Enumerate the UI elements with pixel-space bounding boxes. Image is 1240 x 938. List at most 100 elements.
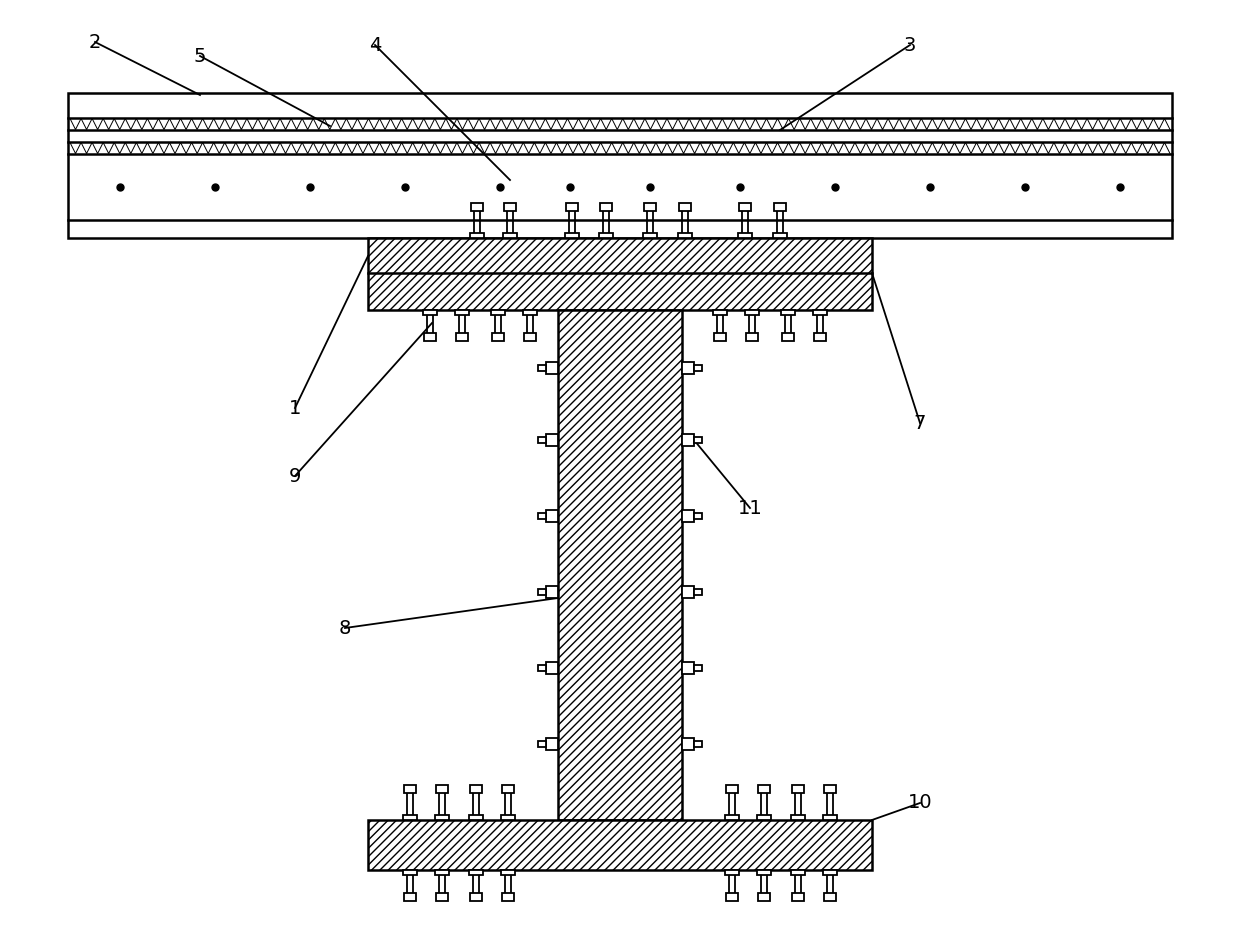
Bar — [792, 785, 804, 793]
Bar — [745, 310, 759, 315]
Bar — [525, 333, 536, 341]
Bar — [739, 203, 751, 211]
Bar — [825, 785, 836, 793]
Text: 9: 9 — [289, 466, 301, 486]
Text: 8: 8 — [339, 618, 351, 638]
Bar — [491, 310, 505, 315]
Text: 3: 3 — [904, 36, 916, 54]
Bar — [423, 310, 436, 315]
Bar — [435, 870, 449, 875]
Bar — [825, 893, 836, 901]
Bar — [694, 365, 702, 371]
Text: 5: 5 — [193, 47, 206, 66]
Bar — [792, 893, 804, 901]
Bar — [756, 815, 771, 820]
Bar — [813, 310, 827, 315]
Bar — [746, 333, 758, 341]
Bar — [470, 785, 482, 793]
Bar — [436, 893, 448, 901]
Bar — [546, 434, 558, 446]
Bar — [456, 333, 467, 341]
Text: 10: 10 — [908, 794, 932, 812]
Bar — [470, 233, 484, 238]
Text: 4: 4 — [368, 36, 381, 54]
Bar — [781, 310, 795, 315]
Bar — [502, 785, 515, 793]
Bar — [403, 815, 417, 820]
Bar — [682, 510, 694, 522]
Bar — [538, 741, 546, 747]
Bar — [546, 510, 558, 522]
Bar — [565, 203, 578, 211]
Bar — [471, 203, 484, 211]
Bar — [682, 586, 694, 598]
Bar — [469, 870, 484, 875]
Bar — [756, 870, 771, 875]
Bar — [546, 362, 558, 374]
Bar — [470, 893, 482, 901]
Bar — [565, 233, 579, 238]
Text: 11: 11 — [738, 498, 763, 518]
Bar — [501, 870, 515, 875]
Bar — [538, 589, 546, 595]
Bar — [725, 893, 738, 901]
Bar — [538, 437, 546, 443]
Bar — [435, 815, 449, 820]
Text: 7: 7 — [914, 414, 926, 432]
Text: 1: 1 — [289, 399, 301, 417]
Bar — [523, 310, 537, 315]
Bar — [694, 513, 702, 519]
Bar — [823, 815, 837, 820]
Bar — [546, 738, 558, 750]
Bar — [538, 513, 546, 519]
Bar — [694, 665, 702, 671]
Bar — [758, 893, 770, 901]
Text: 2: 2 — [89, 33, 102, 52]
Bar — [492, 333, 503, 341]
Bar — [738, 233, 751, 238]
Bar — [813, 333, 826, 341]
Bar — [682, 738, 694, 750]
Bar — [538, 665, 546, 671]
Bar — [546, 586, 558, 598]
Bar — [758, 785, 770, 793]
Bar — [538, 365, 546, 371]
Bar — [791, 815, 805, 820]
Bar — [725, 870, 739, 875]
Bar — [599, 233, 613, 238]
Bar — [503, 203, 516, 211]
Bar — [368, 238, 872, 310]
Bar — [782, 333, 794, 341]
Bar — [774, 203, 786, 211]
Bar — [68, 93, 1172, 238]
Bar — [546, 662, 558, 674]
Bar — [600, 203, 613, 211]
Bar — [682, 662, 694, 674]
Bar — [694, 437, 702, 443]
Bar — [469, 815, 484, 820]
Bar — [404, 893, 415, 901]
Bar — [403, 870, 417, 875]
Bar — [404, 785, 415, 793]
Bar — [424, 333, 436, 341]
Bar — [558, 310, 682, 820]
Bar — [682, 434, 694, 446]
Bar — [773, 233, 787, 238]
Bar — [680, 203, 691, 211]
Bar — [725, 815, 739, 820]
Bar — [694, 589, 702, 595]
Bar — [682, 362, 694, 374]
Bar — [644, 233, 657, 238]
Bar — [694, 741, 702, 747]
Bar — [725, 785, 738, 793]
Bar — [368, 820, 872, 870]
Bar — [503, 233, 517, 238]
Bar — [501, 815, 515, 820]
Bar — [823, 870, 837, 875]
Bar — [713, 310, 727, 315]
Bar — [644, 203, 656, 211]
Bar — [455, 310, 469, 315]
Bar — [436, 785, 448, 793]
Bar — [678, 233, 692, 238]
Bar — [502, 893, 515, 901]
